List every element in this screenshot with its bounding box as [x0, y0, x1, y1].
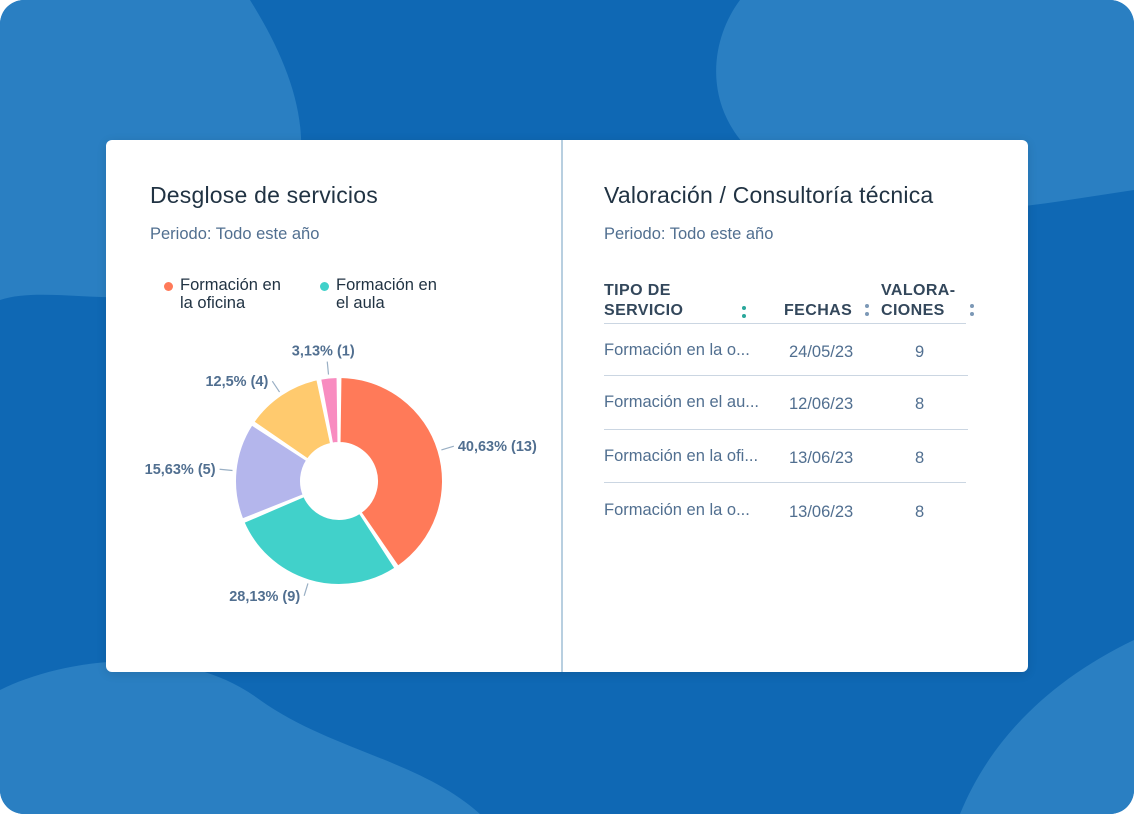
- cell-fecha: 13/06/23: [789, 449, 854, 467]
- sort-valoraciones-icon[interactable]: [970, 304, 974, 320]
- label-leader-line: [326, 361, 330, 375]
- sort-fechas-icon[interactable]: [865, 304, 869, 320]
- donut-slice-slice-4[interactable]: [251, 378, 333, 461]
- table-header-divider: [604, 323, 966, 324]
- label-leader-line: [441, 445, 455, 451]
- cell-tipo: Formación en el au...: [604, 393, 759, 411]
- column-header-tipo[interactable]: TIPO DE SERVICIO: [604, 281, 683, 321]
- legend-dot-icon: [320, 282, 329, 291]
- data-label: 28,13% (9): [229, 589, 300, 605]
- cell-fecha: 13/06/23: [789, 503, 854, 521]
- header-line1: TIPO DE: [604, 282, 671, 299]
- label-leader-line: [219, 468, 233, 472]
- sort-tipo-icon[interactable]: [742, 306, 746, 322]
- cell-tipo: Formación en la ofi...: [604, 447, 759, 465]
- donut-slice-slice-3[interactable]: [234, 423, 309, 521]
- cell-valoraciones: 8: [915, 395, 925, 413]
- cell-valoraciones: 8: [915, 503, 925, 521]
- cell-tipo: Formación en la o...: [604, 341, 750, 359]
- cell-tipo: Formación en la o...: [604, 501, 750, 519]
- column-header-valoraciones[interactable]: VALORA- CIONES: [881, 281, 956, 321]
- donut-slice-aula[interactable]: [242, 494, 397, 586]
- donut-slice-oficina[interactable]: [338, 375, 444, 569]
- legend-label: Formación en el aula: [336, 276, 461, 312]
- row-divider: [604, 375, 968, 376]
- cell-fecha: 24/05/23: [789, 343, 854, 361]
- row-divider: [604, 429, 968, 430]
- column-header-fechas[interactable]: FECHAS: [784, 302, 853, 319]
- right-panel-period: Periodo: Todo este año: [604, 225, 774, 243]
- donut-slice-slice-5[interactable]: [318, 375, 340, 445]
- data-label: 12,5% (4): [205, 374, 268, 390]
- data-label: 15,63% (5): [145, 462, 216, 478]
- data-label: 40,63% (13): [458, 439, 537, 455]
- left-panel-title: Desglose de servicios: [150, 182, 378, 208]
- cell-fecha: 12/06/23: [789, 395, 854, 413]
- header-line2: SERVICIO: [604, 302, 684, 319]
- row-divider: [604, 482, 966, 483]
- legend-dot-icon: [164, 282, 173, 291]
- legend-label: Formación en la oficina: [180, 276, 305, 312]
- header-line2: CIONES: [881, 302, 945, 319]
- legend-label-line2: la oficina: [180, 294, 246, 312]
- legend-label-line1: Formación en: [336, 276, 437, 294]
- right-panel-title: Valoración / Consultoría técnica: [604, 182, 934, 208]
- panel-divider: [561, 140, 563, 672]
- label-leader-line: [303, 583, 309, 597]
- left-panel-period: Periodo: Todo este año: [150, 225, 320, 243]
- legend-item-aula[interactable]: Formación en el aula: [320, 276, 461, 312]
- label-leader-line: [271, 380, 281, 393]
- legend-label-line1: Formación en: [180, 276, 281, 294]
- dashboard-card: Desglose de servicios Periodo: Todo este…: [106, 140, 1028, 672]
- data-label: 3,13% (1): [292, 344, 355, 360]
- header-line1: VALORA-: [881, 282, 956, 299]
- cell-valoraciones: 9: [915, 343, 925, 361]
- legend-item-oficina[interactable]: Formación en la oficina: [164, 276, 305, 312]
- legend-label-line2: el aula: [336, 294, 385, 312]
- donut-chart: 40,63% (13) 28,13% (9) 15,63% (5) 12,5% (4)…: [145, 344, 537, 605]
- cell-valoraciones: 8: [915, 449, 925, 467]
